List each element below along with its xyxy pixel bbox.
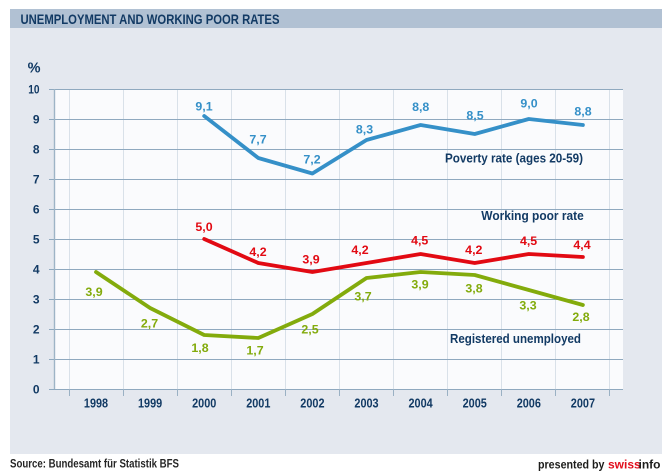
svg-text:%: % xyxy=(28,61,41,77)
svg-text:info: info xyxy=(639,457,661,471)
svg-text:7,2: 7,2 xyxy=(303,152,320,166)
svg-text:4,4: 4,4 xyxy=(573,238,590,252)
svg-text:2,7: 2,7 xyxy=(141,316,158,330)
svg-text:7,7: 7,7 xyxy=(249,132,266,146)
svg-text:9,1: 9,1 xyxy=(195,99,212,113)
svg-text:2002: 2002 xyxy=(300,397,324,411)
svg-text:2: 2 xyxy=(33,322,40,336)
svg-text:1,7: 1,7 xyxy=(246,343,263,357)
svg-text:Poverty rate (ages 20-59): Poverty rate (ages 20-59) xyxy=(445,150,583,165)
svg-text:1,8: 1,8 xyxy=(191,341,208,355)
svg-text:8,3: 8,3 xyxy=(356,122,373,136)
svg-text:Registered unemployed: Registered unemployed xyxy=(450,331,581,346)
svg-text:2,5: 2,5 xyxy=(301,322,318,336)
svg-text:3,9: 3,9 xyxy=(302,252,319,266)
svg-text:swiss: swiss xyxy=(608,457,641,471)
svg-text:3,8: 3,8 xyxy=(465,281,482,295)
svg-text:1998: 1998 xyxy=(84,397,108,411)
svg-text:2003: 2003 xyxy=(354,397,378,411)
svg-text:8,8: 8,8 xyxy=(412,100,429,114)
svg-text:3,9: 3,9 xyxy=(85,285,102,299)
svg-text:Source: Bundesamt für Statisti: Source: Bundesamt für Statistik BFS xyxy=(10,457,179,471)
svg-text:2001: 2001 xyxy=(246,397,270,411)
svg-text:4,5: 4,5 xyxy=(520,234,537,248)
svg-text:2005: 2005 xyxy=(463,397,487,411)
svg-text:3,7: 3,7 xyxy=(354,289,371,303)
svg-text:2007: 2007 xyxy=(571,397,595,411)
svg-text:3: 3 xyxy=(33,292,40,306)
svg-text:4,2: 4,2 xyxy=(465,243,482,257)
svg-text:1999: 1999 xyxy=(138,397,162,411)
svg-text:Working poor rate: Working poor rate xyxy=(481,208,583,223)
svg-text:10: 10 xyxy=(28,82,40,96)
svg-text:7: 7 xyxy=(33,172,40,186)
svg-text:4,2: 4,2 xyxy=(249,245,266,259)
svg-text:8: 8 xyxy=(33,142,40,156)
svg-text:9,0: 9,0 xyxy=(520,96,537,110)
svg-text:2004: 2004 xyxy=(409,397,433,411)
svg-text:1: 1 xyxy=(33,352,40,366)
svg-text:9: 9 xyxy=(33,112,40,126)
svg-text:8,8: 8,8 xyxy=(574,105,591,119)
svg-text:4: 4 xyxy=(33,262,40,276)
svg-text:5,0: 5,0 xyxy=(195,220,212,234)
svg-text:8,5: 8,5 xyxy=(466,109,483,123)
svg-text:3,3: 3,3 xyxy=(519,298,536,312)
svg-text:4,5: 4,5 xyxy=(411,234,428,248)
svg-text:0: 0 xyxy=(33,382,40,396)
svg-text:2,8: 2,8 xyxy=(572,310,589,324)
svg-text:2006: 2006 xyxy=(517,397,541,411)
svg-text:2000: 2000 xyxy=(192,397,216,411)
svg-text:presented by: presented by xyxy=(538,457,605,471)
svg-text:5: 5 xyxy=(33,232,40,246)
svg-text:6: 6 xyxy=(33,202,40,216)
svg-text:4,2: 4,2 xyxy=(351,243,368,257)
svg-text:3,9: 3,9 xyxy=(411,277,428,291)
svg-text:UNEMPLOYMENT AND WORKING POOR: UNEMPLOYMENT AND WORKING POOR RATES xyxy=(21,11,280,27)
